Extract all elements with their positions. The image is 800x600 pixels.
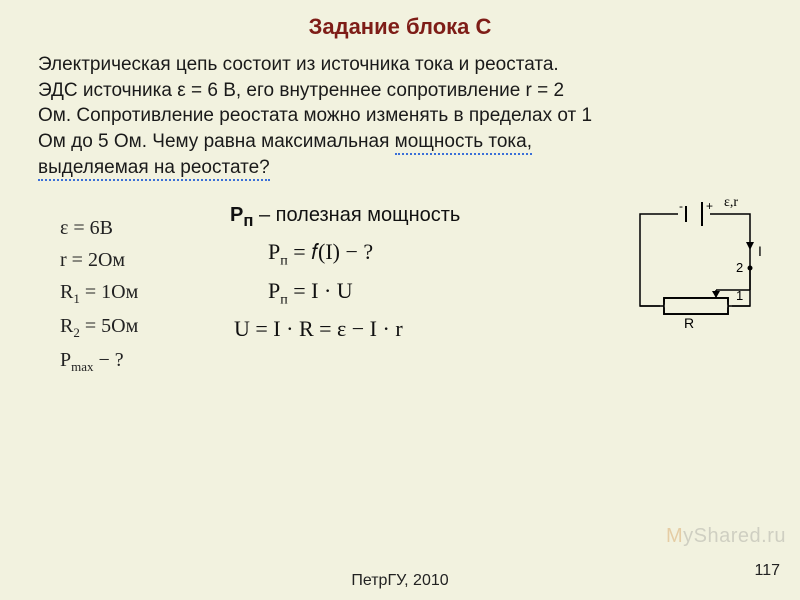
txt: P — [230, 204, 243, 226]
footer-credit: ПетрГУ, 2010 — [0, 572, 800, 590]
txt: − ? — [94, 349, 124, 371]
equation-2: Pп = I · U — [268, 278, 460, 308]
given-R2: R2 = 5Ом — [60, 310, 138, 344]
wm: Shared.ru — [694, 525, 786, 547]
page-number: 117 — [754, 562, 780, 580]
txt: P — [268, 278, 280, 303]
problem-text: Электрическая цепь состоит из источника … — [0, 40, 800, 180]
equation-3: U = I · R = ε − I · r — [234, 316, 460, 342]
node-2: 2 — [736, 260, 743, 275]
txt: = I · U — [288, 278, 353, 303]
underline-phrase: мощность тока, — [395, 131, 532, 155]
txt: = 𝑓(I) − ? — [288, 239, 373, 264]
problem-line: Ом до 5 Ом. Чему равна максимальная — [38, 131, 395, 152]
txt: R — [60, 281, 73, 303]
R-label: R — [684, 315, 694, 331]
given-r: r = 2Ом — [60, 244, 138, 276]
node-1: 1 — [736, 288, 743, 303]
sub: п — [243, 211, 253, 230]
I-label: I — [758, 243, 762, 259]
derivation-block: Pп – полезная мощность Pп = 𝑓(I) − ? Pп … — [230, 204, 460, 342]
equation-1: Pп = 𝑓(I) − ? — [268, 239, 460, 269]
given-block: ε = 6В r = 2Ом R1 = 1Ом R2 = 5Ом Pmax − … — [60, 212, 138, 377]
given-eps: ε = 6В — [60, 212, 138, 244]
watermark: MyShared.ru — [666, 525, 786, 548]
txt: P — [268, 239, 280, 264]
sub: max — [71, 359, 93, 374]
txt: R — [60, 315, 73, 337]
wm: y — [683, 525, 694, 547]
wm: M — [666, 525, 683, 547]
circuit-diagram: - + ε,r I 2 1 R — [624, 194, 774, 339]
problem-line: Ом. Сопротивление реостата можно изменят… — [38, 105, 592, 126]
content-area: ε = 6В r = 2Ом R1 = 1Ом R2 = 5Ом Pmax − … — [0, 198, 800, 458]
slide-title: Задание блока С — [0, 0, 800, 40]
txt: P — [60, 349, 71, 371]
given-R1: R1 = 1Ом — [60, 276, 138, 310]
underline-phrase: выделяемая на реостате? — [38, 157, 270, 181]
svg-text:+: + — [706, 199, 713, 213]
useful-power-label: Pп – полезная мощность — [230, 204, 460, 231]
given-Pmax: Pmax − ? — [60, 344, 138, 378]
txt: = 1Ом — [80, 281, 138, 303]
problem-line: ЭДС источника ε = 6 В, его внутреннее со… — [38, 80, 564, 101]
txt: – полезная мощность — [253, 204, 460, 226]
sub: п — [280, 254, 288, 269]
problem-line: Электрическая цепь состоит из источника … — [38, 54, 559, 75]
eps-label: ε,r — [724, 195, 738, 210]
sub: п — [280, 292, 288, 307]
txt: = 5Ом — [80, 315, 138, 337]
svg-text:-: - — [679, 199, 683, 213]
